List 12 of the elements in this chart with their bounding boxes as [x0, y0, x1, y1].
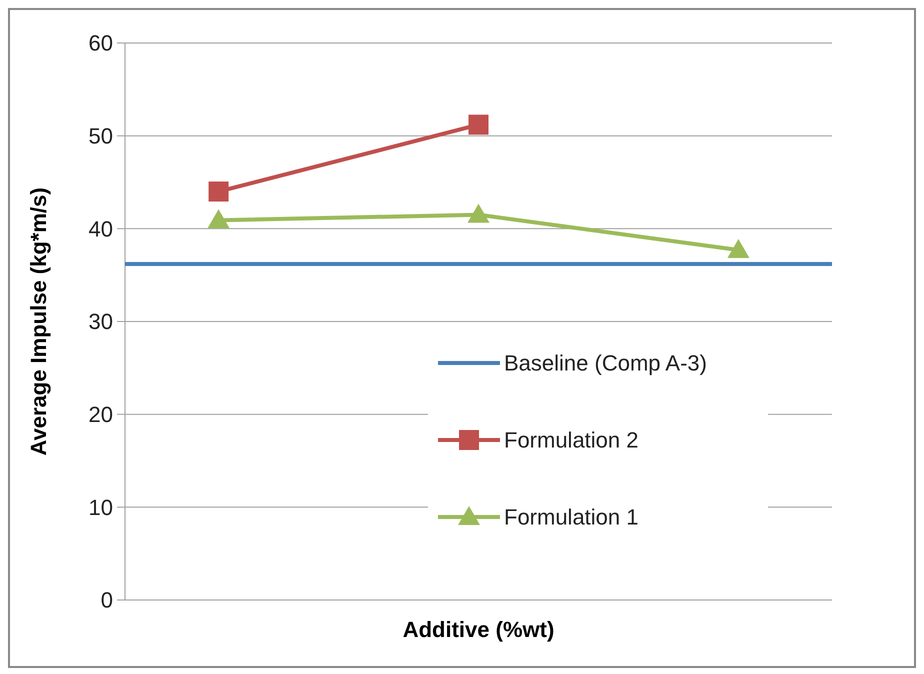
y-tick-label: 30	[88, 309, 113, 334]
y-tick-label: 0	[100, 588, 113, 613]
y-tick-label: 50	[88, 124, 113, 149]
legend-label: Formulation 1	[504, 504, 639, 530]
y-tick-label: 20	[88, 402, 113, 428]
legend-label: Formulation 2	[504, 428, 639, 453]
y-tick-label: 10	[88, 494, 113, 520]
y-tick-label: 40	[88, 216, 113, 242]
legend-label: Baseline (Comp A-3)	[504, 350, 707, 376]
y-axis-title: Average Impulse (kg*m/s)	[26, 187, 51, 456]
y-tick-label: 60	[88, 30, 113, 56]
x-axis-title: Additive (%wt)	[402, 617, 554, 642]
